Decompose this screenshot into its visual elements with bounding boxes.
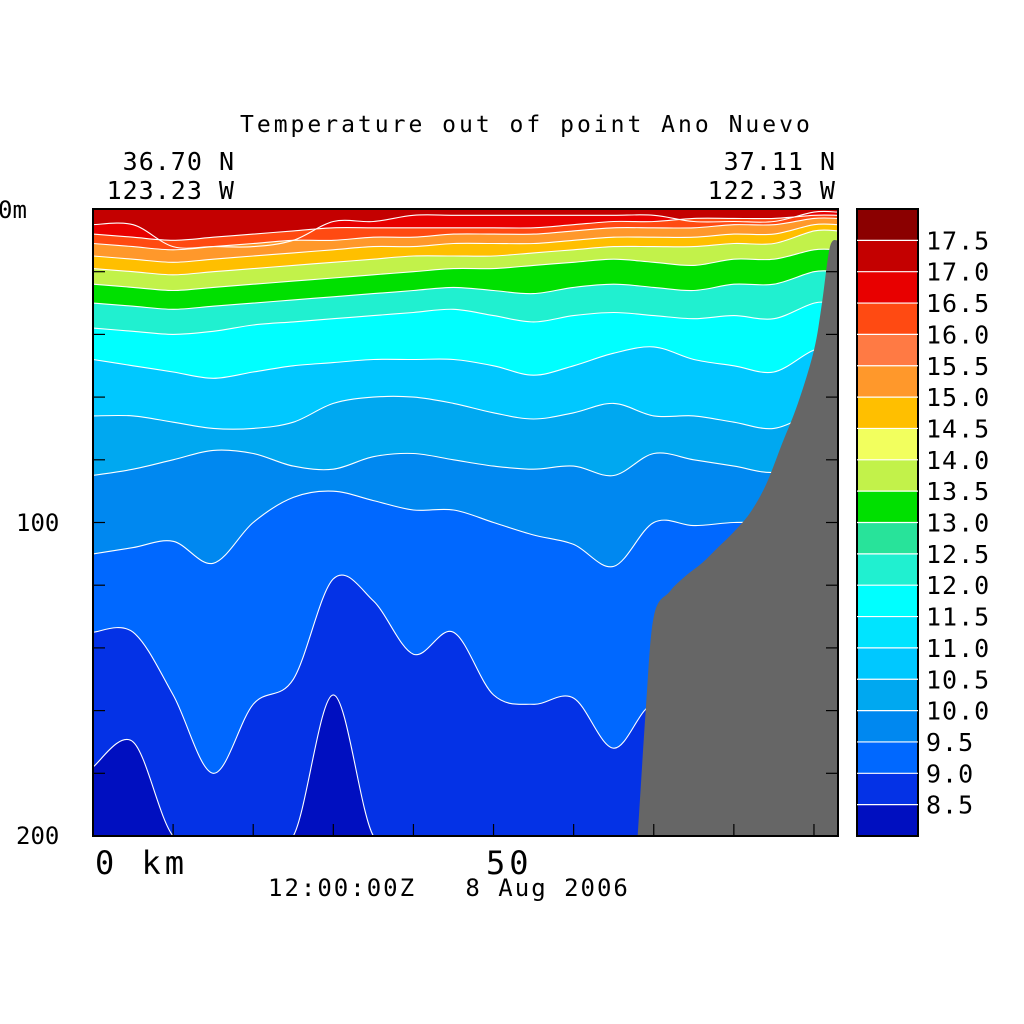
- colorbar-label: 17.0: [926, 258, 990, 287]
- plot-area: [92, 208, 839, 837]
- start-latitude: 36.70 N: [123, 147, 235, 176]
- colorbar-swatch: [857, 209, 918, 241]
- x-tick-label-50: 50: [486, 844, 533, 882]
- colorbar-label: 11.0: [926, 634, 990, 663]
- contour-line: [93, 223, 838, 263]
- colorbar-label: 9.5: [926, 728, 974, 757]
- end-longitude: 122.33 W: [708, 176, 836, 205]
- colorbar-label: 12.0: [926, 571, 990, 600]
- colorbar-swatch: [857, 365, 918, 398]
- contour-line: [93, 248, 838, 292]
- colorbar-label: 12.5: [926, 540, 990, 569]
- contour-lines: [93, 210, 838, 836]
- colorbar-swatch: [857, 804, 918, 837]
- contour-line: [93, 395, 838, 430]
- colorbar-label: 15.5: [926, 352, 990, 381]
- colorbar-label: 14.5: [926, 414, 990, 443]
- contour-line: [93, 301, 838, 335]
- colorbar-swatch: [857, 585, 918, 618]
- colorbar-swatch: [857, 647, 918, 680]
- contour-line: [93, 449, 838, 477]
- colorbar-swatch: [857, 459, 918, 492]
- x-tick-label-0: 0 km: [95, 844, 188, 882]
- colorbar-label: 16.5: [926, 289, 990, 318]
- colorbar-label: 11.5: [926, 603, 990, 632]
- y-tick-label-100: 100: [16, 509, 59, 537]
- colorbar-swatch: [857, 240, 918, 273]
- end-latitude: 37.11 N: [724, 147, 836, 176]
- colorbar-label: 17.5: [926, 226, 990, 255]
- colorbar-swatch: [857, 679, 918, 712]
- colorbar-label: 9.0: [926, 759, 974, 788]
- contour-line: [93, 490, 838, 568]
- colorbar-label: 13.0: [926, 509, 990, 538]
- colorbar-label: 10.5: [926, 665, 990, 694]
- colorbar-swatch: [857, 553, 918, 586]
- colorbar-swatch: [857, 271, 918, 304]
- colorbar-label: 8.5: [926, 791, 974, 820]
- start-longitude: 123.23 W: [107, 176, 235, 205]
- colorbar-swatch: [857, 522, 918, 555]
- contour-line: [93, 229, 838, 276]
- colorbar: 17.5 17.016.516.0 15.515.014.5 14.013.5 13.0…: [856, 208, 990, 837]
- colorbar-swatch: [857, 741, 918, 774]
- contour-line: [93, 214, 838, 241]
- y-axis-top-label: 0m: [0, 196, 27, 224]
- seafloor-land-mask: [637, 239, 838, 836]
- colorbar-label: 10.0: [926, 697, 990, 726]
- colorbar-swatch: [857, 303, 918, 335]
- colorbar-swatch: [857, 491, 918, 524]
- axis-ticks: [93, 271, 838, 836]
- contour-line: [93, 270, 838, 310]
- y-tick-label-200: 200: [16, 822, 59, 850]
- timestamp: 12:00:00Z 8 Aug 2006: [268, 874, 630, 902]
- contour-line: [93, 346, 838, 379]
- colorbar-label: 16.0: [926, 320, 990, 349]
- colorbar-swatch: [857, 710, 918, 743]
- chart-title: Temperature out of point Ano Nuevo: [240, 112, 813, 138]
- colorbar-swatch: [857, 773, 918, 806]
- colorbar-swatch: [857, 397, 918, 430]
- colorbar-label: 13.5: [926, 477, 990, 506]
- colorbar-swatch: [857, 616, 918, 649]
- colorbar-swatch: [857, 428, 918, 461]
- contour-line: [93, 217, 838, 251]
- colorbar-swatch: [857, 334, 918, 367]
- colorbar-label: 14.0: [926, 446, 990, 475]
- colorbar-label: 15.0: [926, 383, 990, 412]
